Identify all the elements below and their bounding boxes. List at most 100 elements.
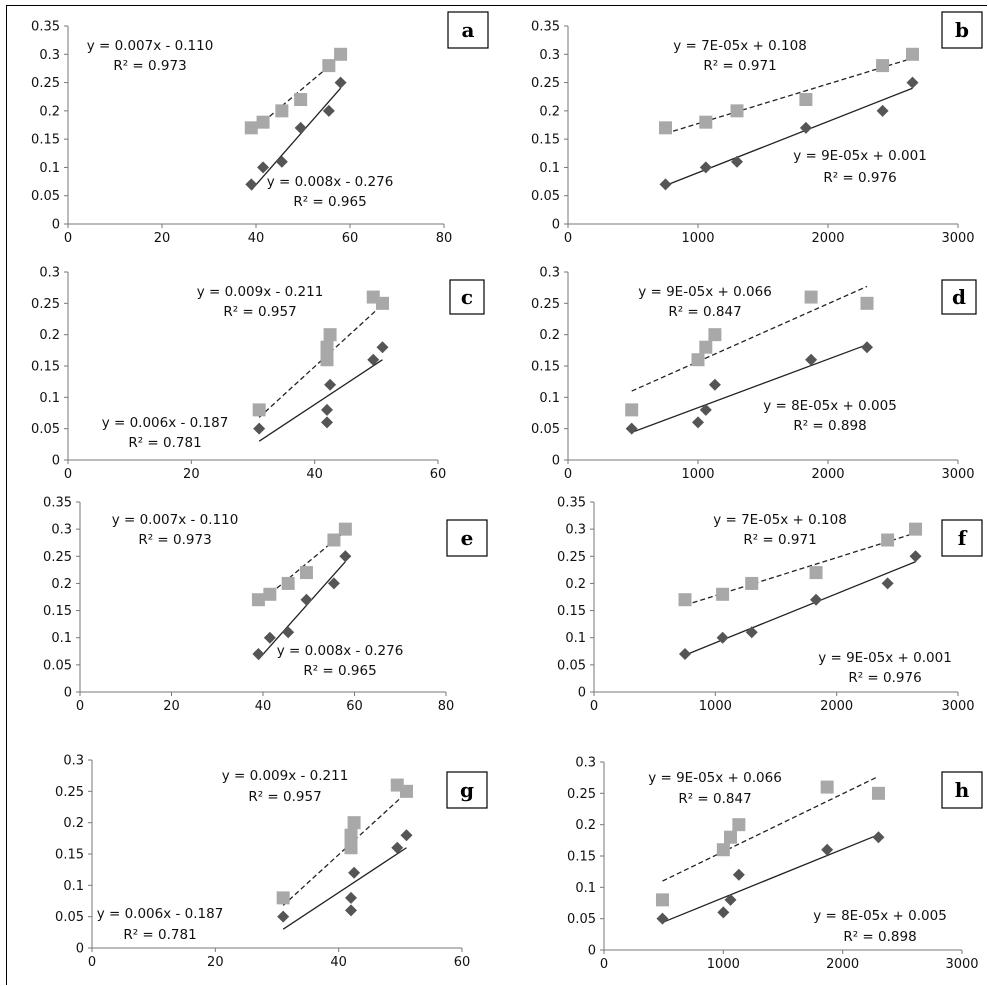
regression-equation: y = 9E-05x + 0.001 xyxy=(793,148,927,164)
panel-letter-box xyxy=(941,519,983,557)
y-tick-label: 0.1 xyxy=(539,391,560,406)
r-squared-label: R² = 0.781 xyxy=(123,927,196,943)
panel-c: 0 0.05 0.1 0.15 0.2 0.25 0.3 0 20 40 60 y = 0.009x … xyxy=(31,266,485,482)
square-marker xyxy=(745,576,759,590)
r-squared-label: R² = 0.957 xyxy=(248,789,321,805)
diamond-marker xyxy=(275,155,288,168)
r-squared-label: R² = 0.973 xyxy=(138,532,211,548)
panel-letter: g xyxy=(460,778,474,802)
y-tick-label: 0.2 xyxy=(51,577,72,592)
diamond-marker xyxy=(367,353,380,366)
square-marker xyxy=(723,830,737,844)
panel-letter-box xyxy=(941,771,983,809)
x-tick-label: 60 xyxy=(346,699,363,714)
y-tick-label: 0.1 xyxy=(575,881,596,896)
x-tick-label: 1000 xyxy=(699,699,732,714)
panel-letter: c xyxy=(461,285,473,309)
x-tick-label: 20 xyxy=(183,467,200,482)
solid-trendline xyxy=(631,344,868,434)
diamond-marker xyxy=(321,403,333,416)
y-tick-label: 0.35 xyxy=(531,20,560,35)
panel-h-group: 0 0.05 0.1 0.15 0.2 0.25 0.3 0 1000 2000 3000 y = 9… xyxy=(567,756,983,972)
r-squared-label: R² = 0.847 xyxy=(678,791,751,807)
x-tick-label: 0 xyxy=(600,957,608,972)
diamond-marker xyxy=(679,648,691,660)
x-tick-label: 20 xyxy=(154,231,171,246)
diamond-marker xyxy=(732,868,745,881)
square-marker xyxy=(881,533,895,547)
y-tick-label: 0.05 xyxy=(55,910,84,925)
y-tick-label: 0.25 xyxy=(43,550,72,565)
x-tick-label: 3000 xyxy=(941,699,974,714)
panel-letter: h xyxy=(955,778,970,802)
square-marker xyxy=(691,353,705,367)
y-tick-label: 0.05 xyxy=(567,912,596,927)
panel-letter: e xyxy=(461,526,474,550)
regression-equation: y = 7E-05x + 0.108 xyxy=(713,512,847,528)
square-marker xyxy=(347,816,361,830)
diamond-marker xyxy=(699,161,712,174)
panel-c-group: 0 0.05 0.1 0.15 0.2 0.25 0.3 0 20 40 60 y = 0.009x … xyxy=(31,266,485,482)
regression-equation: y = 0.009x - 0.211 xyxy=(197,284,324,300)
square-marker xyxy=(871,786,885,800)
regression-equation: y = 9E-05x + 0.066 xyxy=(648,770,782,786)
diamond-marker xyxy=(245,178,258,191)
y-tick-label: 0.2 xyxy=(63,816,84,831)
regression-equation: y = 0.008x - 0.276 xyxy=(277,643,404,659)
r-squared-label: R² = 0.976 xyxy=(848,670,921,686)
diamond-marker xyxy=(656,912,669,925)
diamond-marker xyxy=(400,829,413,842)
y-tick-label: 0 xyxy=(552,218,560,233)
y-tick-label: 0.1 xyxy=(39,391,60,406)
square-marker xyxy=(400,784,413,798)
x-tick-label: 0 xyxy=(76,699,84,714)
square-marker xyxy=(299,566,313,580)
panel-letter: f xyxy=(958,526,968,550)
diamond-marker xyxy=(345,891,357,904)
r-squared-label: R² = 0.971 xyxy=(703,58,776,74)
y-tick-label: 0 xyxy=(52,454,60,469)
figure-frame xyxy=(6,5,987,985)
diamond-marker xyxy=(277,910,290,923)
x-tick-label: 0 xyxy=(88,955,96,970)
x-tick-label: 1000 xyxy=(681,467,714,482)
x-tick-label: 0 xyxy=(64,231,72,246)
regression-equation: y = 0.006x - 0.187 xyxy=(102,415,229,431)
square-marker xyxy=(281,576,295,590)
diamond-marker xyxy=(659,178,672,191)
square-marker xyxy=(625,403,639,417)
y-tick-label: 0.35 xyxy=(31,20,60,35)
r-squared-label: R² = 0.976 xyxy=(823,170,896,186)
square-marker xyxy=(252,403,266,417)
x-tick-label: 60 xyxy=(454,955,471,970)
square-marker xyxy=(876,59,890,73)
y-tick-label: 0.05 xyxy=(31,422,60,437)
y-tick-label: 0.25 xyxy=(567,787,596,802)
panel-letter: d xyxy=(952,285,966,309)
diamond-marker xyxy=(625,422,638,435)
y-tick-label: 0 xyxy=(52,218,60,233)
y-tick-label: 0.1 xyxy=(63,879,84,894)
y-tick-label: 0.25 xyxy=(531,76,560,91)
y-tick-label: 0.3 xyxy=(51,523,72,538)
diamond-marker xyxy=(391,841,404,854)
square-marker xyxy=(275,104,289,118)
diamond-marker xyxy=(861,341,873,354)
square-marker xyxy=(809,566,823,580)
square-marker xyxy=(338,522,352,536)
y-tick-label: 0.1 xyxy=(565,631,586,646)
diamond-marker xyxy=(872,831,885,844)
diamond-marker xyxy=(322,104,335,117)
panel-f: 0 0.05 0.1 0.15 0.2 0.25 0.3 0.35 0 1000 2000 3000 y… xyxy=(557,496,983,714)
y-tick-label: 0.15 xyxy=(31,360,60,375)
y-tick-label: 0.3 xyxy=(39,266,60,281)
x-tick-label: 40 xyxy=(248,231,265,246)
diamond-marker xyxy=(253,422,266,435)
panel-a-group: 0 0.05 0.1 0.15 0.2 0.25 0.3 0.35 0 20 40 60 80 y = 0… xyxy=(31,11,489,246)
x-tick-label: 60 xyxy=(430,467,447,482)
diamond-marker xyxy=(717,906,730,919)
square-marker xyxy=(909,522,923,536)
panel-e: 0 0.05 0.1 0.15 0.2 0.25 0.3 0.35 0 20 40 60 80 y = 0… xyxy=(43,496,488,714)
square-marker xyxy=(344,828,358,842)
x-tick-label: 0 xyxy=(590,699,598,714)
